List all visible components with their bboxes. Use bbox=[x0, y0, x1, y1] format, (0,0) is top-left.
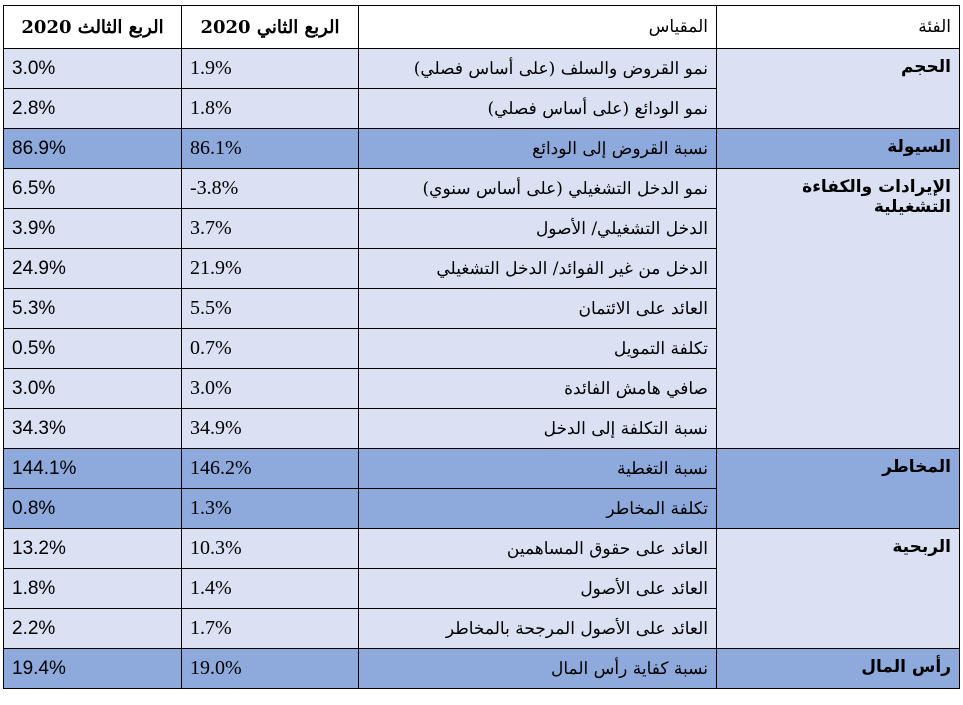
category-cell: الإيرادات والكفاءة التشغيلية bbox=[716, 168, 960, 449]
q3-value-cell: 34.3% bbox=[3, 408, 182, 449]
metric-cell: الدخل التشغيلي/ الأصول bbox=[358, 208, 717, 249]
q2-value-cell: 34.9% bbox=[181, 408, 359, 449]
q2-value-cell: 0.7% bbox=[181, 328, 359, 369]
metric-cell: صافي هامش الفائدة bbox=[358, 368, 717, 409]
q2-value-cell: 21.9% bbox=[181, 248, 359, 289]
metric-cell: نسبة التكلفة إلى الدخل bbox=[358, 408, 717, 449]
q3-value-cell: 24.9% bbox=[3, 248, 182, 289]
table-row: المخاطر نسبة التغطية 146.2% 144.1% bbox=[3, 448, 960, 529]
header-category: الفئة bbox=[716, 5, 960, 49]
table-row: تكلفة التمويل 0.7% 0.5% bbox=[3, 328, 960, 369]
q2-value-cell: 3.0% bbox=[181, 368, 359, 409]
table-row: السيولة نسبة القروض إلى الودائع 86.1% 86.9% bbox=[3, 128, 960, 169]
q2-value-cell: 1.8% bbox=[181, 88, 359, 129]
category-cell: السيولة bbox=[716, 128, 960, 169]
q3-value-cell: 13.2% bbox=[3, 528, 182, 569]
q2-value-cell: 1.4% bbox=[181, 568, 359, 609]
table-row: العائد على الأصول 1.4% 1.8% bbox=[3, 568, 960, 609]
category-cell: رأس المال bbox=[716, 648, 960, 689]
category-cell: الربحية bbox=[716, 528, 960, 649]
category-cell: الحجم bbox=[716, 48, 960, 129]
q2-value-cell: 146.2% bbox=[181, 448, 359, 489]
table-body: الحجم نمو القروض والسلف (على أساس فصلي) 1.… bbox=[3, 48, 960, 689]
metric-cell: نمو القروض والسلف (على أساس فصلي) bbox=[358, 48, 717, 89]
table-row: الربحية العائد على حقوق المساهمين 10.3% 13.… bbox=[3, 528, 960, 649]
table-row: العائد على الائتمان 5.5% 5.3% bbox=[3, 288, 960, 329]
q2-value-cell: -3.8% bbox=[181, 168, 359, 209]
q2-value-cell: 10.3% bbox=[181, 528, 359, 569]
header-q2-2020: الربع الثاني 2020 bbox=[181, 5, 359, 49]
table-row: صافي هامش الفائدة 3.0% 3.0% bbox=[3, 368, 960, 409]
header-row: الفئة المقياس الربع الثاني 2020 الربع ال… bbox=[3, 5, 960, 49]
q3-value-cell: 144.1% bbox=[3, 448, 182, 489]
table-row: نمو الودائع (على أساس فصلي) 1.8% 2.8% bbox=[3, 88, 960, 129]
metric-cell: تكلفة التمويل bbox=[358, 328, 717, 369]
q3-value-cell: 2.8% bbox=[3, 88, 182, 129]
q3-value-cell: 3.0% bbox=[3, 368, 182, 409]
q3-value-cell: 86.9% bbox=[3, 128, 182, 169]
metric-cell: العائد على الائتمان bbox=[358, 288, 717, 329]
q3-value-cell: 5.3% bbox=[3, 288, 182, 329]
q2-value-cell: 5.5% bbox=[181, 288, 359, 329]
q3-value-cell: 0.5% bbox=[3, 328, 182, 369]
table-row: الحجم نمو القروض والسلف (على أساس فصلي) 1.… bbox=[3, 48, 960, 129]
header-metric: المقياس bbox=[358, 5, 717, 49]
category-cell: المخاطر bbox=[716, 448, 960, 529]
metric-cell: الدخل من غير الفوائد/ الدخل التشغيلي bbox=[358, 248, 717, 289]
table-row: الدخل من غير الفوائد/ الدخل التشغيلي 21.9… bbox=[3, 248, 960, 289]
q3-value-cell: 19.4% bbox=[3, 648, 182, 689]
metric-cell: نمو الودائع (على أساس فصلي) bbox=[358, 88, 717, 129]
table-row: نسبة التكلفة إلى الدخل 34.9% 34.3% bbox=[3, 408, 960, 449]
table-header: الفئة المقياس الربع الثاني 2020 الربع ال… bbox=[3, 5, 960, 49]
q3-value-cell: 0.8% bbox=[3, 488, 182, 529]
metric-cell: العائد على حقوق المساهمين bbox=[358, 528, 717, 569]
q2-value-cell: 19.0% bbox=[181, 648, 359, 689]
q3-value-cell: 2.2% bbox=[3, 608, 182, 649]
metric-cell: العائد على الأصول bbox=[358, 568, 717, 609]
q2-value-cell: 86.1% bbox=[181, 128, 359, 169]
q3-value-cell: 3.0% bbox=[3, 48, 182, 89]
metric-cell: نسبة القروض إلى الودائع bbox=[358, 128, 717, 169]
table-row: الإيرادات والكفاءة التشغيلية نمو الدخل ال… bbox=[3, 168, 960, 449]
q3-value-cell: 3.9% bbox=[3, 208, 182, 249]
metric-cell: العائد على الأصول المرجحة بالمخاطر bbox=[358, 608, 717, 649]
metric-cell: تكلفة المخاطر bbox=[358, 488, 717, 529]
table-row: رأس المال نسبة كفاية رأس المال 19.0% 19.4% bbox=[3, 648, 960, 689]
q3-value-cell: 1.8% bbox=[3, 568, 182, 609]
metric-cell: نسبة كفاية رأس المال bbox=[358, 648, 717, 689]
metrics-table-container: الفئة المقياس الربع الثاني 2020 الربع ال… bbox=[3, 5, 960, 689]
table-row: تكلفة المخاطر 1.3% 0.8% bbox=[3, 488, 960, 529]
q3-value-cell: 6.5% bbox=[3, 168, 182, 209]
q2-value-cell: 1.9% bbox=[181, 48, 359, 89]
q2-value-cell: 3.7% bbox=[181, 208, 359, 249]
header-q3-2020: الربع الثالث 2020 bbox=[3, 5, 182, 49]
metric-cell: نمو الدخل التشغيلي (على أساس سنوي) bbox=[358, 168, 717, 209]
metrics-table: الفئة المقياس الربع الثاني 2020 الربع ال… bbox=[3, 5, 960, 689]
q2-value-cell: 1.7% bbox=[181, 608, 359, 649]
metric-cell: نسبة التغطية bbox=[358, 448, 717, 489]
table-row: الدخل التشغيلي/ الأصول 3.7% 3.9% bbox=[3, 208, 960, 249]
q2-value-cell: 1.3% bbox=[181, 488, 359, 529]
